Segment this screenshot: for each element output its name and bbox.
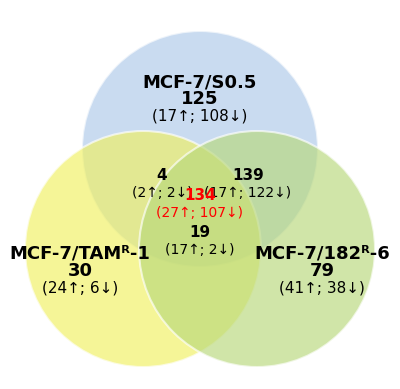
Text: 4: 4 [157, 168, 167, 183]
Text: MCF-7/TAMᴿ-1: MCF-7/TAMᴿ-1 [10, 245, 150, 263]
Text: (17↑; 122↓): (17↑; 122↓) [204, 186, 292, 200]
Circle shape [82, 31, 318, 267]
Circle shape [25, 131, 261, 367]
Text: 79: 79 [310, 262, 334, 280]
Circle shape [139, 131, 375, 367]
Text: (17↑; 2↓): (17↑; 2↓) [165, 242, 235, 256]
Text: (27↑; 107↓): (27↑; 107↓) [156, 205, 244, 219]
Text: 139: 139 [232, 168, 264, 183]
Text: (24↑; 6↓): (24↑; 6↓) [42, 280, 118, 296]
Text: (17↑; 108↓): (17↑; 108↓) [152, 109, 248, 123]
Text: MCF-7/S0.5: MCF-7/S0.5 [143, 73, 257, 91]
Text: (41↑; 38↓): (41↑; 38↓) [279, 280, 365, 296]
Text: 125: 125 [181, 90, 219, 108]
Text: 19: 19 [190, 225, 210, 240]
Text: MCF-7/182ᴿ-6: MCF-7/182ᴿ-6 [254, 245, 390, 263]
Text: 134: 134 [184, 188, 216, 203]
Text: 30: 30 [68, 262, 92, 280]
Text: (2↑; 2↓): (2↑; 2↓) [132, 186, 192, 200]
